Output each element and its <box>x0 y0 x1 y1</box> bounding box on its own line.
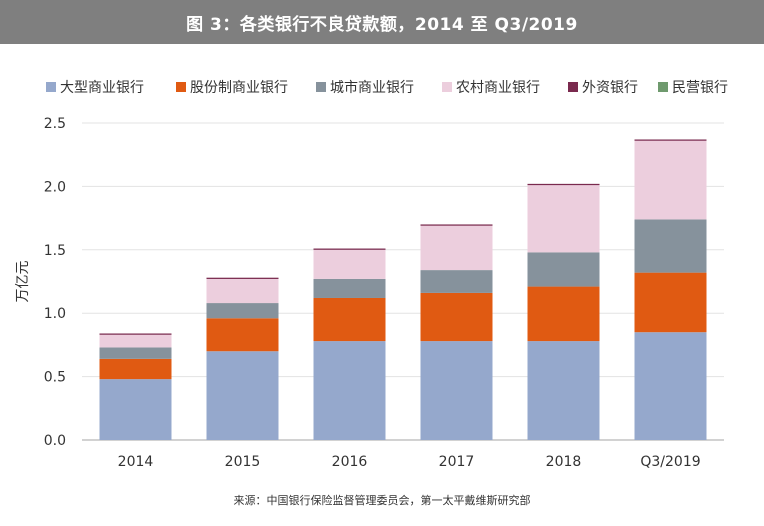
legend-label: 股份制商业银行 <box>190 80 288 96</box>
legend-swatch <box>316 82 326 92</box>
bar-segment <box>99 334 172 348</box>
bar-segment <box>527 185 600 253</box>
bar-segment <box>420 225 493 271</box>
legend-swatch <box>442 82 452 92</box>
bar-segment <box>206 303 279 319</box>
bar-segment <box>420 341 493 440</box>
legend-label: 民营银行 <box>672 80 728 96</box>
legend-swatch <box>568 82 578 92</box>
bar-segment <box>420 292 493 342</box>
bar-segment <box>313 248 386 250</box>
legend-swatch <box>176 82 186 92</box>
bar-segment <box>206 278 279 304</box>
x-tick-label: 2018 <box>546 454 582 470</box>
legend-swatch <box>46 82 56 92</box>
legend-label: 外资银行 <box>582 80 638 96</box>
bar-segment <box>527 286 600 342</box>
bar-segment <box>420 270 493 293</box>
bar-segment <box>313 341 386 440</box>
y-tick-label: 2.5 <box>44 116 66 132</box>
title-bar: 图 3：各类银行不良贷款额，2014 至 Q3/2019 <box>0 0 764 44</box>
x-tick-label: 2016 <box>332 454 368 470</box>
bar-segment <box>313 278 386 298</box>
bar-segment <box>420 224 493 226</box>
bar-segment <box>634 219 707 273</box>
bar-segment <box>527 252 600 287</box>
x-tick-label: 2017 <box>439 454 475 470</box>
y-tick-label: 1.5 <box>44 243 66 259</box>
y-tick-label: 0.0 <box>44 433 66 449</box>
legend-swatch <box>658 82 668 92</box>
bar-segment <box>206 318 279 352</box>
source-note: 来源：中国银行保险监督管理委员会，第一太平戴维斯研究部 <box>233 494 531 507</box>
bar-segment <box>313 297 386 342</box>
stacked-bar-chart: 0.0 0.5 1.0 1.5 2.0 2.5 万亿元 2014 2015 2016 2017 201… <box>15 79 728 470</box>
bar-segment <box>634 332 707 440</box>
bar-segment <box>634 140 707 220</box>
y-tick-label: 1.0 <box>44 306 66 322</box>
bar-segment <box>634 272 707 333</box>
y-axis-label: 万亿元 <box>15 261 31 303</box>
bar-segment <box>206 277 279 279</box>
legend-label: 城市商业银行 <box>330 79 414 96</box>
bar-segment <box>99 379 172 440</box>
x-tick-label: Q3/2019 <box>640 454 700 470</box>
y-tick-label: 0.5 <box>44 370 66 386</box>
bar-segment <box>527 183 600 186</box>
bar-segment <box>313 249 386 279</box>
x-tick-label: 2015 <box>225 454 261 470</box>
x-tick-label: 2014 <box>118 454 154 470</box>
bar-segment <box>634 139 707 141</box>
bar-segment <box>99 333 172 335</box>
bar-segment <box>206 351 279 440</box>
bar-segment <box>99 347 172 359</box>
bar-segment <box>99 358 172 380</box>
y-tick-label: 2.0 <box>44 179 66 195</box>
bar-segment <box>527 341 600 440</box>
legend-label: 大型商业银行 <box>60 80 144 96</box>
legend-label: 农村商业银行 <box>456 80 540 96</box>
chart-title: 图 3：各类银行不良贷款额，2014 至 Q3/2019 <box>186 14 578 35</box>
